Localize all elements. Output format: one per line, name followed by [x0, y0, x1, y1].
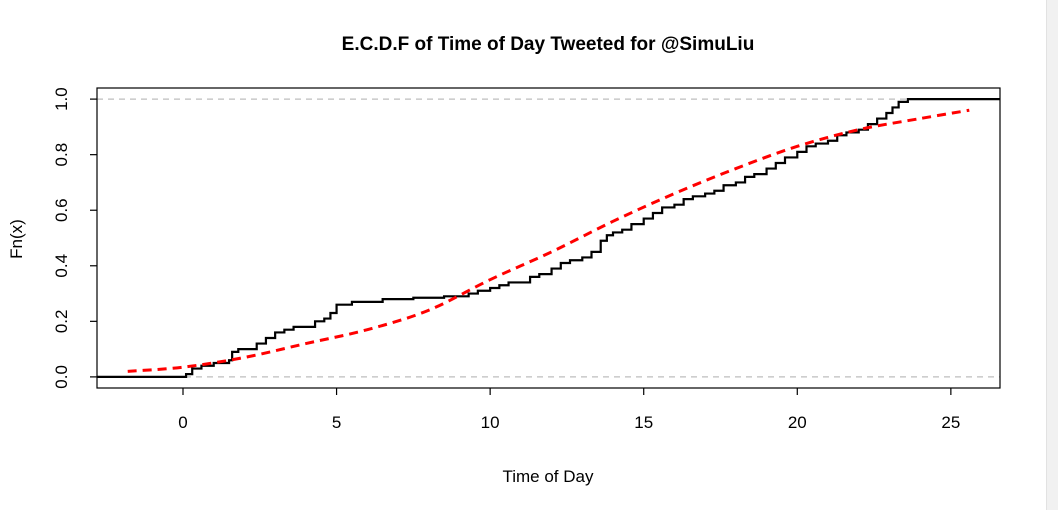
x-tick-label: 15 — [634, 413, 653, 432]
fitted-series-line — [127, 108, 970, 373]
y-tick-label: 0.0 — [52, 365, 71, 389]
y-tick-label: 0.4 — [52, 254, 71, 278]
x-axis: 0 5 10 15 20 25 — [178, 388, 960, 432]
ecdf-series-line — [97, 98, 1000, 378]
x-tick-label: 25 — [941, 413, 960, 432]
plot-area — [96, 87, 1001, 389]
y-axis: 0.0 0.2 0.4 0.6 0.8 1.0 — [52, 87, 97, 389]
x-tick-label: 0 — [178, 413, 187, 432]
chart-title: E.C.D.F of Time of Day Tweeted for @Simu… — [342, 34, 755, 55]
y-tick-label: 0.2 — [52, 310, 71, 334]
x-tick-label: 10 — [481, 413, 500, 432]
y-tick-label: 0.6 — [52, 198, 71, 222]
x-tick-label: 20 — [788, 413, 807, 432]
x-axis-label: Time of Day — [502, 467, 594, 486]
y-tick-label: 1.0 — [52, 87, 71, 111]
scrollbar[interactable] — [1046, 0, 1058, 510]
plot-border — [96, 87, 1001, 389]
x-tick-label: 5 — [332, 413, 341, 432]
y-tick-label: 0.8 — [52, 143, 71, 167]
y-axis-label: Fn(x) — [7, 219, 26, 259]
